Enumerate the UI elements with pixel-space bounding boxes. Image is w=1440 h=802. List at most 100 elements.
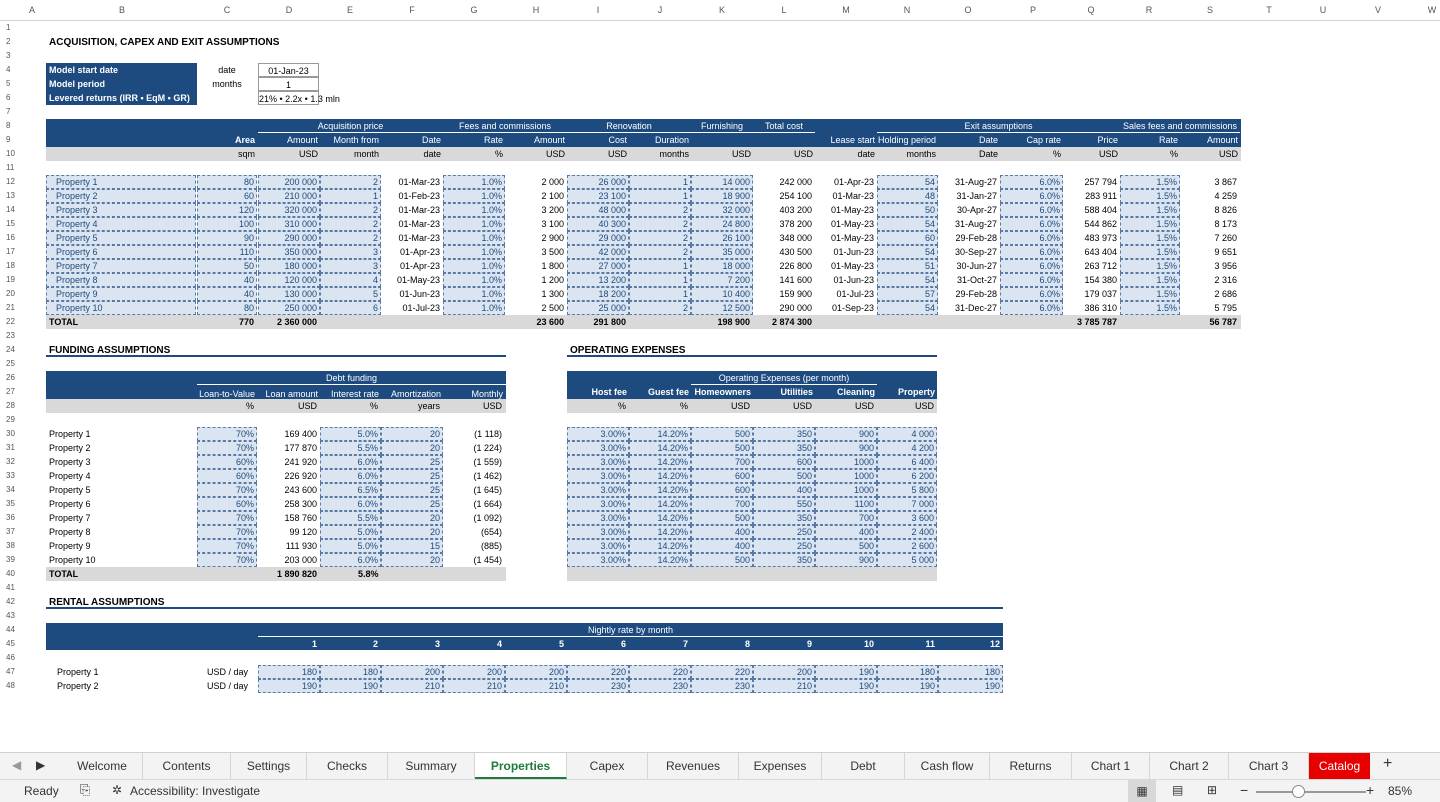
data-cell[interactable]: 400	[734, 541, 750, 551]
page-break-icon[interactable]: ⊞	[1207, 783, 1218, 797]
row-header[interactable]: 17	[6, 247, 15, 256]
accessibility-status[interactable]: Accessibility: Investigate	[130, 784, 261, 798]
input-cell-bg[interactable]	[629, 665, 691, 679]
data-cell[interactable]: 200	[548, 667, 564, 677]
data-cell[interactable]: 6.0%	[357, 471, 378, 481]
data-cell[interactable]: 1	[372, 191, 378, 201]
data-cell[interactable]: 4 200	[911, 443, 934, 453]
row-header[interactable]: 47	[6, 667, 15, 676]
data-cell[interactable]: 6.0%	[1039, 205, 1060, 215]
row-header[interactable]: 41	[6, 583, 15, 592]
row-header[interactable]: 20	[6, 289, 15, 298]
input-cell-bg[interactable]	[877, 469, 937, 483]
input-cell-bg[interactable]	[1120, 231, 1180, 245]
input-cell-bg[interactable]	[1120, 217, 1180, 231]
row-header[interactable]: 38	[6, 541, 15, 550]
zoom-out-icon[interactable]: −	[1240, 782, 1249, 798]
input-cell-bg[interactable]	[567, 189, 629, 203]
data-cell[interactable]: 220	[672, 667, 688, 677]
input-cell-bg[interactable]	[320, 175, 381, 189]
data-cell[interactable]: 2	[682, 247, 688, 257]
input-cell-bg[interactable]	[629, 231, 691, 245]
sheet-tab-settings[interactable]: Settings	[231, 753, 307, 779]
data-cell[interactable]: 5.0%	[357, 527, 378, 537]
data-cell[interactable]: 20	[429, 513, 440, 523]
row-header[interactable]: 3	[6, 51, 11, 60]
data-cell[interactable]: 6	[372, 303, 378, 313]
input-cell-bg[interactable]	[815, 469, 877, 483]
data-cell[interactable]: 40 300	[598, 219, 626, 229]
input-cell-bg[interactable]	[258, 203, 320, 217]
data-cell[interactable]: 190	[362, 681, 378, 691]
data-cell[interactable]: 3.00%	[600, 443, 626, 453]
input-cell-bg[interactable]	[258, 217, 320, 231]
input-cell-bg[interactable]	[691, 259, 753, 273]
input-cell-bg[interactable]	[567, 469, 629, 483]
data-cell[interactable]: 100	[238, 219, 254, 229]
zoom-slider-thumb[interactable]	[1292, 785, 1305, 798]
input-cell-bg[interactable]	[691, 217, 753, 231]
input-cell-bg[interactable]	[629, 175, 691, 189]
input-cell-bg[interactable]	[197, 455, 257, 469]
property-name[interactable]: Property 8	[56, 275, 98, 285]
data-cell[interactable]: 6.0%	[1039, 275, 1060, 285]
input-cell-bg[interactable]	[443, 679, 505, 693]
row-header[interactable]: 32	[6, 457, 15, 466]
data-cell[interactable]: 600	[796, 457, 812, 467]
column-header-E[interactable]: E	[346, 5, 354, 15]
data-cell[interactable]: 70%	[235, 513, 254, 523]
input-cell-bg[interactable]	[320, 483, 381, 497]
data-cell[interactable]: 2	[682, 303, 688, 313]
input-cell-bg[interactable]	[381, 525, 443, 539]
input-cell-bg[interactable]	[629, 427, 691, 441]
data-cell[interactable]: 900	[858, 429, 874, 439]
input-cell-bg[interactable]	[691, 273, 753, 287]
data-cell[interactable]: 54	[924, 247, 935, 257]
input-cell-bg[interactable]	[567, 287, 629, 301]
data-cell[interactable]: 50	[924, 205, 935, 215]
data-cell[interactable]: 14 000	[722, 177, 750, 187]
input-cell-bg[interactable]	[197, 259, 257, 273]
sheet-tab-properties[interactable]: Properties	[475, 753, 567, 779]
data-cell[interactable]: 25 000	[598, 303, 626, 313]
input-cell-bg[interactable]	[197, 231, 257, 245]
input-cell-bg[interactable]	[691, 175, 753, 189]
data-cell[interactable]: 500	[734, 555, 750, 565]
row-header[interactable]: 22	[6, 317, 15, 326]
data-cell[interactable]: 1.5%	[1156, 275, 1177, 285]
input-cell-bg[interactable]	[691, 441, 753, 455]
input-cell-bg[interactable]	[443, 665, 505, 679]
input-cell-bg[interactable]	[877, 427, 937, 441]
data-cell[interactable]: 1.5%	[1156, 303, 1177, 313]
input-cell-bg[interactable]	[877, 273, 938, 287]
data-cell[interactable]: 120 000	[284, 275, 317, 285]
data-cell[interactable]: 350	[796, 429, 812, 439]
input-cell-bg[interactable]	[46, 301, 196, 315]
row-header[interactable]: 42	[6, 597, 15, 606]
scroll-left-icon[interactable]: ◀	[12, 758, 22, 772]
data-cell[interactable]: 350	[796, 513, 812, 523]
data-cell[interactable]: 3 600	[911, 513, 934, 523]
data-cell[interactable]: 3.00%	[600, 429, 626, 439]
data-cell[interactable]: 3.00%	[600, 527, 626, 537]
input-cell-bg[interactable]	[46, 231, 196, 245]
input-cell-bg[interactable]	[443, 259, 505, 273]
data-cell[interactable]: 40	[243, 275, 254, 285]
data-cell[interactable]: 18 000	[722, 261, 750, 271]
input-cell-bg[interactable]	[815, 511, 877, 525]
data-cell[interactable]: 7 200	[727, 275, 750, 285]
input-cell-bg[interactable]	[815, 665, 877, 679]
macro-record-icon[interactable]: ⎘	[80, 782, 91, 797]
input-cell-bg[interactable]	[381, 539, 443, 553]
data-cell[interactable]: 500	[734, 513, 750, 523]
input-cell-bg[interactable]	[443, 189, 505, 203]
column-header-G[interactable]: G	[470, 5, 478, 15]
data-cell[interactable]: 6.0%	[1039, 233, 1060, 243]
input-cell-bg[interactable]	[46, 217, 196, 231]
input-cell-bg[interactable]	[815, 525, 877, 539]
input-cell-bg[interactable]	[505, 665, 567, 679]
data-cell[interactable]: 7 000	[911, 499, 934, 509]
input-cell-bg[interactable]	[629, 189, 691, 203]
data-cell[interactable]: 6.5%	[357, 485, 378, 495]
data-cell[interactable]: 32 000	[722, 205, 750, 215]
